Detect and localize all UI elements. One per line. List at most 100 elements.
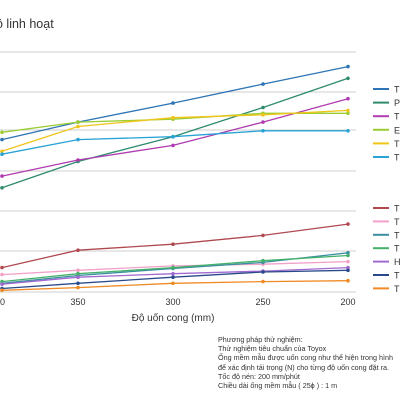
data-point <box>261 129 265 133</box>
data-point <box>0 174 4 178</box>
legend-label: T <box>394 230 400 240</box>
data-point <box>0 288 4 293</box>
data-point <box>171 265 175 270</box>
data-point <box>0 130 4 135</box>
legend-label: T <box>394 204 400 214</box>
data-point <box>171 275 175 280</box>
data-point <box>76 248 80 252</box>
data-point <box>171 143 175 148</box>
data-point <box>0 282 4 287</box>
data-point <box>261 233 265 238</box>
legend-label: T <box>394 284 400 294</box>
data-point <box>0 272 4 277</box>
data-point <box>76 285 80 290</box>
data-point <box>261 113 265 117</box>
legend-item: T <box>373 217 400 227</box>
note-line: để xác định tải trọng (N) cho từng độ uố… <box>218 362 390 372</box>
legend-item: T <box>373 85 400 95</box>
legend-item: T <box>373 230 400 240</box>
series-line <box>0 278 350 293</box>
data-point <box>261 120 265 124</box>
chart-title: ộ linh hoạt <box>0 17 54 31</box>
legend-item: P <box>373 98 400 108</box>
legend-label: T <box>394 153 400 163</box>
data-point <box>0 265 4 270</box>
legend-label: T <box>394 85 400 95</box>
note-line: Ống mềm mẫu được uốn cong như thể hiện t… <box>218 353 393 363</box>
data-point <box>76 124 80 129</box>
data-point <box>0 186 4 190</box>
legend-label: P <box>394 98 400 108</box>
data-point <box>346 108 350 113</box>
data-point <box>346 259 350 264</box>
legend-label: T <box>394 244 400 254</box>
data-point <box>171 281 175 286</box>
data-point <box>76 275 80 280</box>
data-point <box>0 152 4 156</box>
data-point <box>76 158 80 162</box>
x-axis-label: Độ uốn cong (mm) <box>132 312 215 324</box>
data-point <box>346 251 350 255</box>
data-point <box>346 96 350 101</box>
data-point <box>171 134 175 139</box>
legend-label: T <box>394 139 400 149</box>
data-point <box>261 82 265 86</box>
legend-label: H <box>394 257 400 267</box>
legend-item: T <box>373 284 400 294</box>
series-line <box>0 253 350 284</box>
note-line: Thử nghiệm tiêu chuẩn của Toyox <box>218 344 327 354</box>
legend-item: T <box>373 112 400 122</box>
data-point <box>0 137 4 142</box>
legend-item: T <box>373 271 400 281</box>
x-tick-labels: 0 350 300 250 200 <box>0 297 356 307</box>
legend-label: T <box>394 217 400 227</box>
legend-item: T <box>373 153 400 163</box>
test-method-note: Phương pháp thử nghiệm: Thử nghiệm tiêu … <box>218 335 400 390</box>
series-path <box>1 98 349 177</box>
data-point <box>171 115 175 120</box>
x-tick-label: 250 <box>255 297 270 307</box>
data-point <box>346 129 350 133</box>
data-point <box>171 101 175 105</box>
data-point <box>76 137 80 142</box>
data-point <box>346 111 350 116</box>
data-point <box>346 265 350 270</box>
x-tick-label: 300 <box>165 297 180 307</box>
legend-item: T <box>373 139 400 149</box>
legend-item: E <box>373 125 400 135</box>
data-point <box>346 268 350 273</box>
data-point <box>76 120 80 124</box>
data-point <box>76 281 80 286</box>
legend-label: T <box>394 271 400 281</box>
data-point <box>0 279 4 284</box>
x-tick-label: 0 <box>0 297 5 307</box>
data-point <box>346 253 350 258</box>
data-point <box>346 278 350 283</box>
x-tick-label: 350 <box>70 297 85 307</box>
legend-label: T <box>394 112 400 122</box>
series-path <box>1 112 348 133</box>
note-line: Phương pháp thử nghiệm: <box>218 335 303 344</box>
legend-label: E <box>394 125 400 135</box>
data-point <box>171 271 175 276</box>
data-point <box>346 76 350 81</box>
note-line: Chiều dài ống mềm mẫu ( 25ϕ ) : 1 m <box>218 381 338 391</box>
data-point <box>261 258 265 263</box>
data-point <box>261 105 265 110</box>
data-point <box>76 268 80 273</box>
data-point <box>346 64 350 69</box>
gridlines <box>0 51 356 293</box>
series-line <box>0 96 350 178</box>
series-line <box>0 76 350 190</box>
series-line <box>0 108 350 154</box>
data-point <box>76 271 80 276</box>
note-line: Tốc độ nén: 200 mm/phút <box>218 371 300 381</box>
legend-item: T <box>373 244 400 254</box>
series-line <box>0 129 350 156</box>
series-lines <box>0 64 350 293</box>
data-point <box>171 242 175 246</box>
series-path <box>1 65 349 141</box>
data-point <box>261 270 265 274</box>
